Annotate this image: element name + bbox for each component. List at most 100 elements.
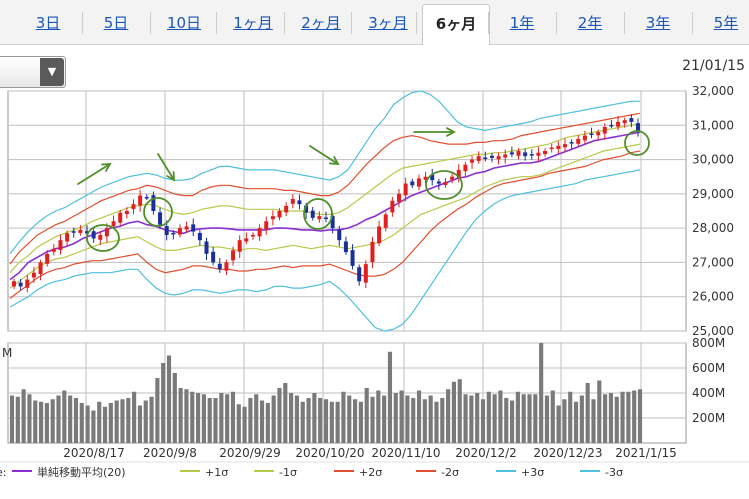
volume-tick-label: 200M [692,411,725,425]
volume-bar [463,394,468,443]
annotation-circle [425,170,463,200]
legend-prefix: e: [0,466,6,479]
tab-8[interactable]: 2年 [577,14,603,32]
volume-bar [236,404,241,443]
volume-bar [190,391,195,443]
tab-separator [216,12,217,34]
volume-bar [411,398,416,443]
volume-bar [603,394,608,443]
volume-bar [33,400,38,443]
volume-bar [242,406,247,443]
date-tick-label: 2020/12/23 [533,446,602,460]
volume-bar [50,399,55,443]
candle-body [357,267,362,282]
candle-body [231,250,236,261]
tab-6[interactable]: 6ヶ月 [422,4,490,45]
candle-body [450,176,455,180]
volume-bar [143,400,148,443]
volume-bar [289,393,294,443]
volume-bar [637,389,643,443]
candle-body [410,181,415,186]
legend-item-label: +3σ [521,466,544,479]
legend-item-label: -2σ [441,466,459,479]
price-tick-label: 31,000 [692,118,734,132]
annotation-arrow [157,153,175,181]
date-tick-label: 2020/9/29 [219,446,281,460]
volume-bar [62,390,67,443]
annotation-arrow [309,145,339,165]
volume-bar [364,388,369,443]
volume-bar [213,398,218,443]
candle-body [217,263,222,270]
volume-bar [504,398,509,443]
volume-bar [277,388,282,443]
volume-bar [632,390,637,443]
candle-body [138,195,143,206]
volume-bar [550,390,555,443]
tab-2[interactable]: 10日 [166,14,202,32]
volume-bar [475,393,480,443]
volume-y-axis: 800M 600M 400M 200M [692,336,725,425]
candle-body [324,217,328,220]
volume-bar [480,399,486,443]
candle-body [310,210,315,218]
annotation-circle [86,224,120,252]
candle-body [85,231,90,234]
candle-body [529,154,534,156]
volume-bar [469,395,474,443]
volume-bar [539,343,544,443]
candle-body [317,216,322,220]
volume-unit-label: M [2,346,12,360]
tab-9[interactable]: 3年 [645,14,671,32]
date-tick-label: 2020/9/8 [143,446,197,460]
volume-bar [79,403,84,443]
volume-bar [416,390,422,443]
candle-body [582,135,587,141]
volume-bar [352,399,358,443]
volume-bar [562,399,567,443]
volume-bar [318,398,323,443]
price-y-axis: 32,000 31,000 30,000 29,000 28,000 27,000 26,0… [692,84,734,338]
candle-body [250,235,255,237]
candle-body [297,200,302,205]
date-x-axis: 2020/8/17 2020/9/8 2020/9/29 2020/10/20 2020… [63,446,677,460]
volume-bar [556,405,561,443]
volume-bar [225,394,230,443]
candle-body [483,157,488,160]
candle-body [363,264,368,283]
tab-4[interactable]: 2ヶ月 [301,14,341,32]
candle-body [38,262,43,275]
tab-1[interactable]: 5日 [103,14,129,32]
volume-bar [579,395,584,443]
tab-0[interactable]: 3日 [35,14,61,32]
volume-tick-label: 400M [692,386,725,400]
candle-body [596,132,601,136]
candle-body [523,152,528,157]
chevron-down-icon[interactable]: ▼ [40,58,64,86]
candle-body [370,241,375,263]
volume-bar [492,394,497,443]
tab-5[interactable]: 3ヶ月 [368,14,408,32]
volume-bar [97,401,102,443]
price-frame [7,90,687,332]
candle-body [383,214,388,228]
candle-body [78,229,83,233]
candle-body [556,145,561,149]
candle-body [204,241,209,254]
candle-body [177,228,182,235]
tab-3[interactable]: 1ヶ月 [233,14,273,32]
trend-annotations [77,127,650,252]
tab-10[interactable]: 5年 [713,14,739,32]
volume-bar [608,393,614,443]
volume-bar [102,406,108,443]
candle-body [237,240,242,252]
candle-body [257,228,262,237]
volume-tick-label: 600M [692,361,725,375]
volume-bar [370,396,375,443]
candle-body [184,226,189,230]
annotation-circle [143,197,173,227]
volume-bar [446,389,451,443]
plus-2-sigma-line [9,112,641,265]
tab-7[interactable]: 1年 [509,14,535,32]
